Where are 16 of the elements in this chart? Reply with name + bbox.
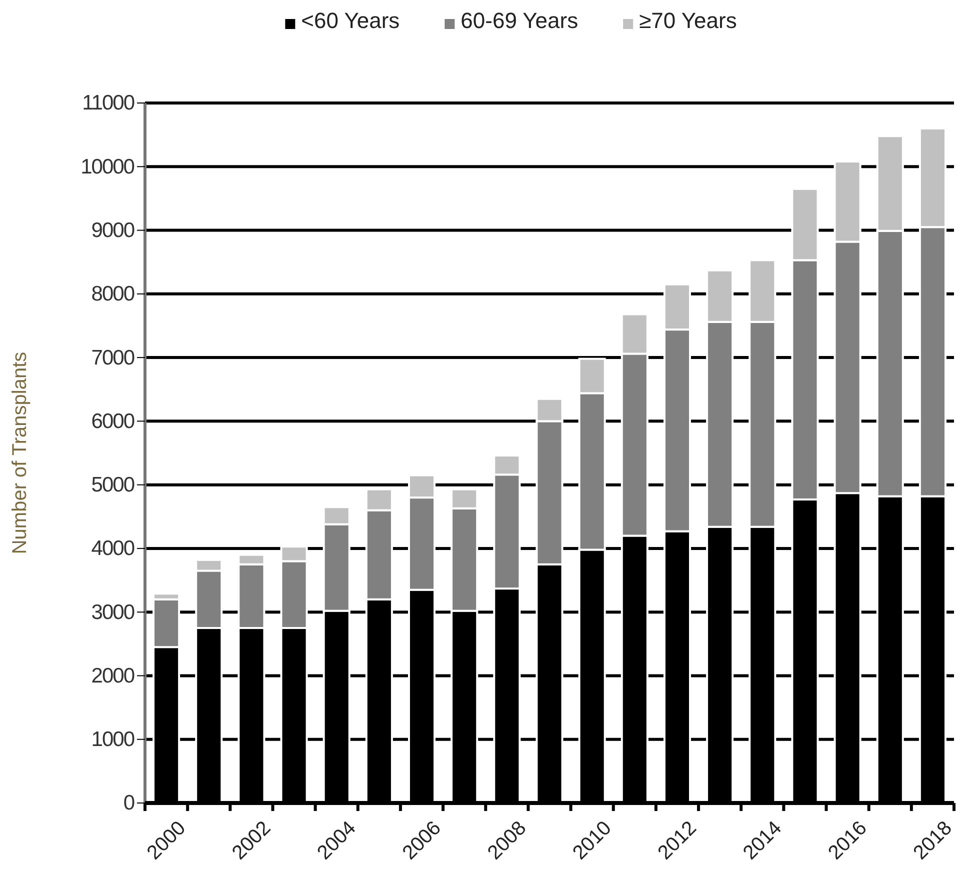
y-tick-label: 0 [123,792,134,815]
y-tick-label: 1000 [91,728,134,752]
y-tick-label: 11000 [82,92,134,115]
y-tick-label: 9000 [91,218,134,242]
legend-label: 60-69 Years [460,8,578,33]
y-tick-label: 10000 [80,155,134,178]
y-tick-label: 2000 [91,664,134,688]
y-tick-label: 6000 [91,410,134,433]
y-tick-label: 5000 [91,474,134,497]
y-tick-label: 3000 [91,600,134,624]
y-tick-label: 8000 [91,282,134,306]
y-tick-label: 7000 [91,346,134,370]
y-axis-title: Number of Transplants [9,352,31,554]
y-tick-label: 4000 [91,537,134,560]
legend-label: <60 Years [301,8,400,33]
legend-label: ≥70 Years [639,8,737,33]
